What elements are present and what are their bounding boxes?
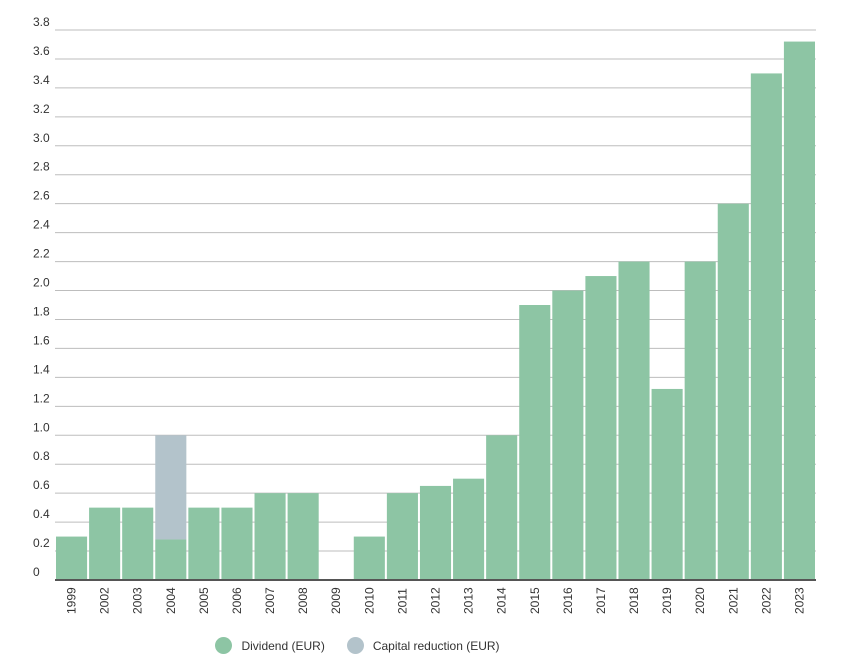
y-tick-label: 2.4 xyxy=(33,218,50,232)
x-tick-label: 2019 xyxy=(660,587,674,614)
x-tick-label: 2020 xyxy=(693,587,707,614)
x-tick-label: 2007 xyxy=(263,587,277,614)
bar-dividend xyxy=(188,507,220,580)
bar-dividend xyxy=(684,261,716,580)
x-tick-label: 2015 xyxy=(528,587,542,614)
x-tick-label: 2010 xyxy=(362,587,376,614)
y-tick-label: 2.2 xyxy=(33,247,50,261)
y-tick-label: 2.6 xyxy=(33,189,50,203)
x-tick-label: 2016 xyxy=(561,587,575,614)
y-tick-label: 1.4 xyxy=(33,362,50,376)
y-tick-label: 3.0 xyxy=(33,131,50,145)
bar-dividend xyxy=(254,493,286,580)
x-tick-label: 2018 xyxy=(627,587,641,614)
y-tick-label: 1.0 xyxy=(33,420,50,434)
y-tick-label: 3.8 xyxy=(33,15,50,29)
bar-dividend xyxy=(486,435,518,580)
x-tick-label: 2023 xyxy=(792,587,806,614)
legend-swatch-dividend xyxy=(215,637,233,654)
bar-dividend xyxy=(89,507,121,580)
y-tick-label: 1.2 xyxy=(33,391,50,405)
bar-dividend xyxy=(353,536,385,580)
bar-capital-reduction xyxy=(155,435,187,540)
y-tick-label: 3.6 xyxy=(33,44,50,58)
y-tick-label: 0.8 xyxy=(33,449,50,463)
y-tick-label: 0.4 xyxy=(33,507,50,521)
y-tick-label: 0 xyxy=(33,565,40,579)
y-tick-label: 0.6 xyxy=(33,478,50,492)
y-tick-label: 1.6 xyxy=(33,333,50,347)
bar-dividend xyxy=(585,276,617,580)
y-tick-label: 0.2 xyxy=(33,536,50,550)
bar-dividend xyxy=(419,485,452,580)
x-tick-label: 1999 xyxy=(65,587,79,614)
x-tick-label: 2013 xyxy=(462,587,476,614)
x-tick-label: 2014 xyxy=(495,587,509,614)
y-axis-ticks: 0 0.2 0.4 0.6 0.8 1.0 1.2 1.4 1.6 1.8 2.0 2.2 2.4 2.6… xyxy=(33,15,50,579)
bar-dividend xyxy=(386,493,418,580)
x-tick-label: 2002 xyxy=(98,587,112,614)
bar-dividend xyxy=(122,507,154,580)
x-tick-label: 2017 xyxy=(594,587,608,614)
x-tick-label: 2003 xyxy=(131,587,145,614)
gridlines xyxy=(55,29,816,552)
y-tick-label: 3.4 xyxy=(33,73,50,87)
bar-dividend xyxy=(552,290,584,580)
x-tick-label: 2006 xyxy=(230,587,244,614)
y-tick-label: 2.0 xyxy=(33,276,50,290)
y-tick-label: 1.8 xyxy=(33,304,50,318)
bar-dividend xyxy=(453,478,485,580)
legend: Dividend (EUR) Capital reduction (EUR) xyxy=(0,637,715,654)
x-tick-label: 2011 xyxy=(395,588,409,614)
legend-label-dividend: Dividend (EUR) xyxy=(241,638,325,653)
legend-item-capital-reduction: Capital reduction (EUR) xyxy=(346,637,500,654)
bar-dividend xyxy=(717,203,749,580)
legend-swatch-capital-reduction xyxy=(346,637,364,654)
bar-dividend xyxy=(519,305,551,580)
x-tick-label: 2005 xyxy=(197,587,211,614)
x-axis-ticks: 1999 2002 2003 2004 2005 2006 2007 2008 2009 2010… xyxy=(65,587,807,614)
x-tick-label: 2004 xyxy=(164,587,178,614)
bar-dividend xyxy=(783,41,815,580)
bar-dividend xyxy=(651,388,683,580)
bar-dividend xyxy=(750,73,782,580)
bar-dividend xyxy=(56,536,88,580)
legend-item-dividend: Dividend (EUR) xyxy=(215,637,325,654)
bar-dividend xyxy=(287,493,319,580)
y-tick-label: 3.2 xyxy=(33,102,50,116)
x-tick-label: 2008 xyxy=(296,587,310,614)
x-tick-label: 2022 xyxy=(759,587,773,614)
x-tick-label: 2012 xyxy=(429,587,443,614)
legend-label-capital-reduction: Capital reduction (EUR) xyxy=(372,638,500,653)
x-tick-label: 2009 xyxy=(329,587,343,614)
bar-dividend xyxy=(155,539,187,580)
bar-dividend xyxy=(221,507,253,580)
bar-dividend xyxy=(618,261,650,580)
y-tick-label: 2.8 xyxy=(33,160,50,174)
x-tick-label: 2021 xyxy=(726,587,740,614)
bars xyxy=(56,41,815,580)
